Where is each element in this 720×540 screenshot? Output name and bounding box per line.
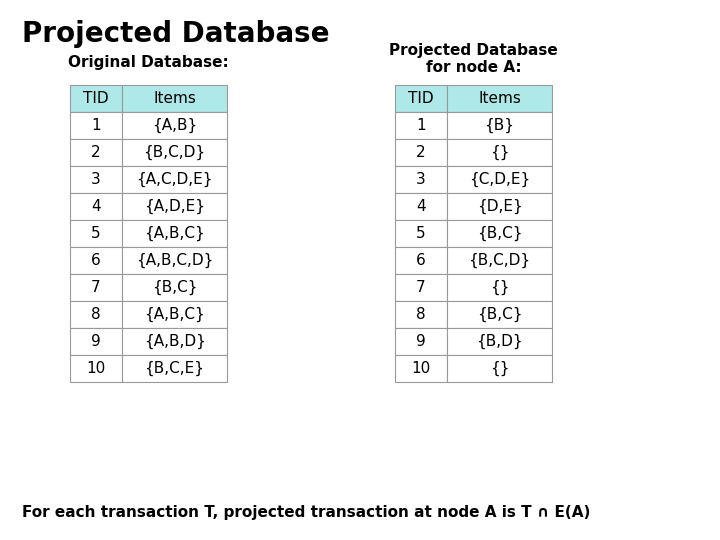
- Bar: [447, 355, 552, 382]
- Text: Items: Items: [153, 91, 196, 106]
- Text: {B,C}: {B,C}: [477, 307, 522, 322]
- Bar: [70, 139, 122, 166]
- Bar: [395, 166, 447, 193]
- Text: 3: 3: [416, 172, 426, 187]
- Bar: [70, 112, 122, 139]
- Bar: [70, 274, 122, 301]
- Text: {A,B}: {A,B}: [152, 118, 197, 133]
- Text: {D,E}: {D,E}: [477, 199, 523, 214]
- Text: {}: {}: [490, 361, 509, 376]
- Bar: [395, 112, 447, 139]
- Text: {B,D}: {B,D}: [476, 334, 523, 349]
- Bar: [70, 328, 122, 355]
- Bar: [395, 274, 447, 301]
- Text: {B,C,D}: {B,C,D}: [469, 253, 531, 268]
- Text: 6: 6: [416, 253, 426, 268]
- Text: {B,C}: {B,C}: [477, 226, 522, 241]
- Bar: [395, 139, 447, 166]
- Bar: [122, 247, 227, 274]
- Bar: [70, 355, 122, 382]
- Text: {B,C,D}: {B,C,D}: [143, 145, 206, 160]
- Text: 5: 5: [91, 226, 101, 241]
- Text: {A,C,D,E}: {A,C,D,E}: [136, 172, 212, 187]
- Bar: [122, 355, 227, 382]
- Text: 4: 4: [91, 199, 101, 214]
- Text: {B,C}: {B,C}: [152, 280, 197, 295]
- Bar: [447, 274, 552, 301]
- Text: 8: 8: [91, 307, 101, 322]
- Bar: [395, 220, 447, 247]
- Text: {}: {}: [490, 280, 509, 295]
- Text: {C,D,E}: {C,D,E}: [469, 172, 530, 187]
- Bar: [395, 193, 447, 220]
- Text: 10: 10: [86, 361, 106, 376]
- Text: TID: TID: [84, 91, 109, 106]
- Text: {A,D,E}: {A,D,E}: [144, 199, 205, 214]
- Bar: [395, 301, 447, 328]
- Text: Items: Items: [478, 91, 521, 106]
- Bar: [70, 193, 122, 220]
- Bar: [447, 85, 552, 112]
- Text: 5: 5: [416, 226, 426, 241]
- Bar: [122, 166, 227, 193]
- Text: 4: 4: [416, 199, 426, 214]
- Text: 10: 10: [411, 361, 431, 376]
- Bar: [122, 220, 227, 247]
- Bar: [122, 193, 227, 220]
- Text: 9: 9: [91, 334, 101, 349]
- Bar: [395, 247, 447, 274]
- Bar: [395, 355, 447, 382]
- Bar: [70, 85, 122, 112]
- Text: 6: 6: [91, 253, 101, 268]
- Bar: [122, 274, 227, 301]
- Bar: [447, 193, 552, 220]
- Bar: [447, 166, 552, 193]
- Bar: [122, 139, 227, 166]
- Text: 1: 1: [416, 118, 426, 133]
- Bar: [447, 112, 552, 139]
- Text: 9: 9: [416, 334, 426, 349]
- Text: 8: 8: [416, 307, 426, 322]
- Text: {}: {}: [490, 145, 509, 160]
- Text: for node A:: for node A:: [426, 59, 521, 75]
- Bar: [447, 139, 552, 166]
- Bar: [447, 247, 552, 274]
- Text: 1: 1: [91, 118, 101, 133]
- Text: TID: TID: [408, 91, 434, 106]
- Text: Original Database:: Original Database:: [68, 56, 229, 71]
- Text: {A,B,D}: {A,B,D}: [143, 334, 205, 349]
- Text: 2: 2: [416, 145, 426, 160]
- Text: {A,B,C}: {A,B,C}: [144, 226, 205, 241]
- Bar: [447, 220, 552, 247]
- Text: {B,C,E}: {B,C,E}: [145, 361, 204, 376]
- Text: {B}: {B}: [485, 118, 515, 133]
- Bar: [70, 301, 122, 328]
- Bar: [122, 85, 227, 112]
- Bar: [122, 301, 227, 328]
- Bar: [395, 85, 447, 112]
- Bar: [122, 112, 227, 139]
- Bar: [122, 328, 227, 355]
- Text: 7: 7: [91, 280, 101, 295]
- Bar: [70, 166, 122, 193]
- Bar: [447, 301, 552, 328]
- Bar: [447, 328, 552, 355]
- Text: 7: 7: [416, 280, 426, 295]
- Bar: [70, 247, 122, 274]
- Text: {A,B,C}: {A,B,C}: [144, 307, 205, 322]
- Text: Projected Database: Projected Database: [22, 20, 330, 48]
- Text: Projected Database: Projected Database: [389, 44, 558, 58]
- Text: {A,B,C,D}: {A,B,C,D}: [136, 253, 213, 268]
- Bar: [70, 220, 122, 247]
- Text: 3: 3: [91, 172, 101, 187]
- Bar: [395, 328, 447, 355]
- Text: For each transaction T, projected transaction at node A is T ∩ E(A): For each transaction T, projected transa…: [22, 504, 590, 519]
- Text: 2: 2: [91, 145, 101, 160]
